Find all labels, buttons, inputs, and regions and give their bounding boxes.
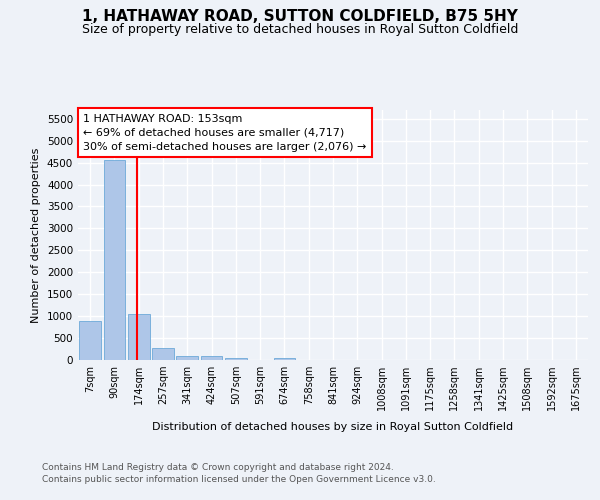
Text: Distribution of detached houses by size in Royal Sutton Coldfield: Distribution of detached houses by size …	[152, 422, 514, 432]
Bar	[200, 356, 223, 360]
Text: 1, HATHAWAY ROAD, SUTTON COLDFIELD, B75 5HY: 1, HATHAWAY ROAD, SUTTON COLDFIELD, B75 …	[82, 9, 518, 24]
Text: Size of property relative to detached houses in Royal Sutton Coldfield: Size of property relative to detached ho…	[82, 22, 518, 36]
Text: Contains public sector information licensed under the Open Government Licence v3: Contains public sector information licen…	[42, 475, 436, 484]
Bar	[225, 358, 247, 360]
Text: 1 HATHAWAY ROAD: 153sqm
← 69% of detached houses are smaller (4,717)
30% of semi: 1 HATHAWAY ROAD: 153sqm ← 69% of detache…	[83, 114, 367, 152]
Bar	[104, 160, 125, 360]
Bar	[152, 348, 174, 360]
Bar	[274, 358, 295, 360]
Text: Contains HM Land Registry data © Crown copyright and database right 2024.: Contains HM Land Registry data © Crown c…	[42, 462, 394, 471]
Bar	[176, 356, 198, 360]
Bar	[79, 322, 101, 360]
Y-axis label: Number of detached properties: Number of detached properties	[31, 148, 41, 322]
Bar	[128, 314, 149, 360]
